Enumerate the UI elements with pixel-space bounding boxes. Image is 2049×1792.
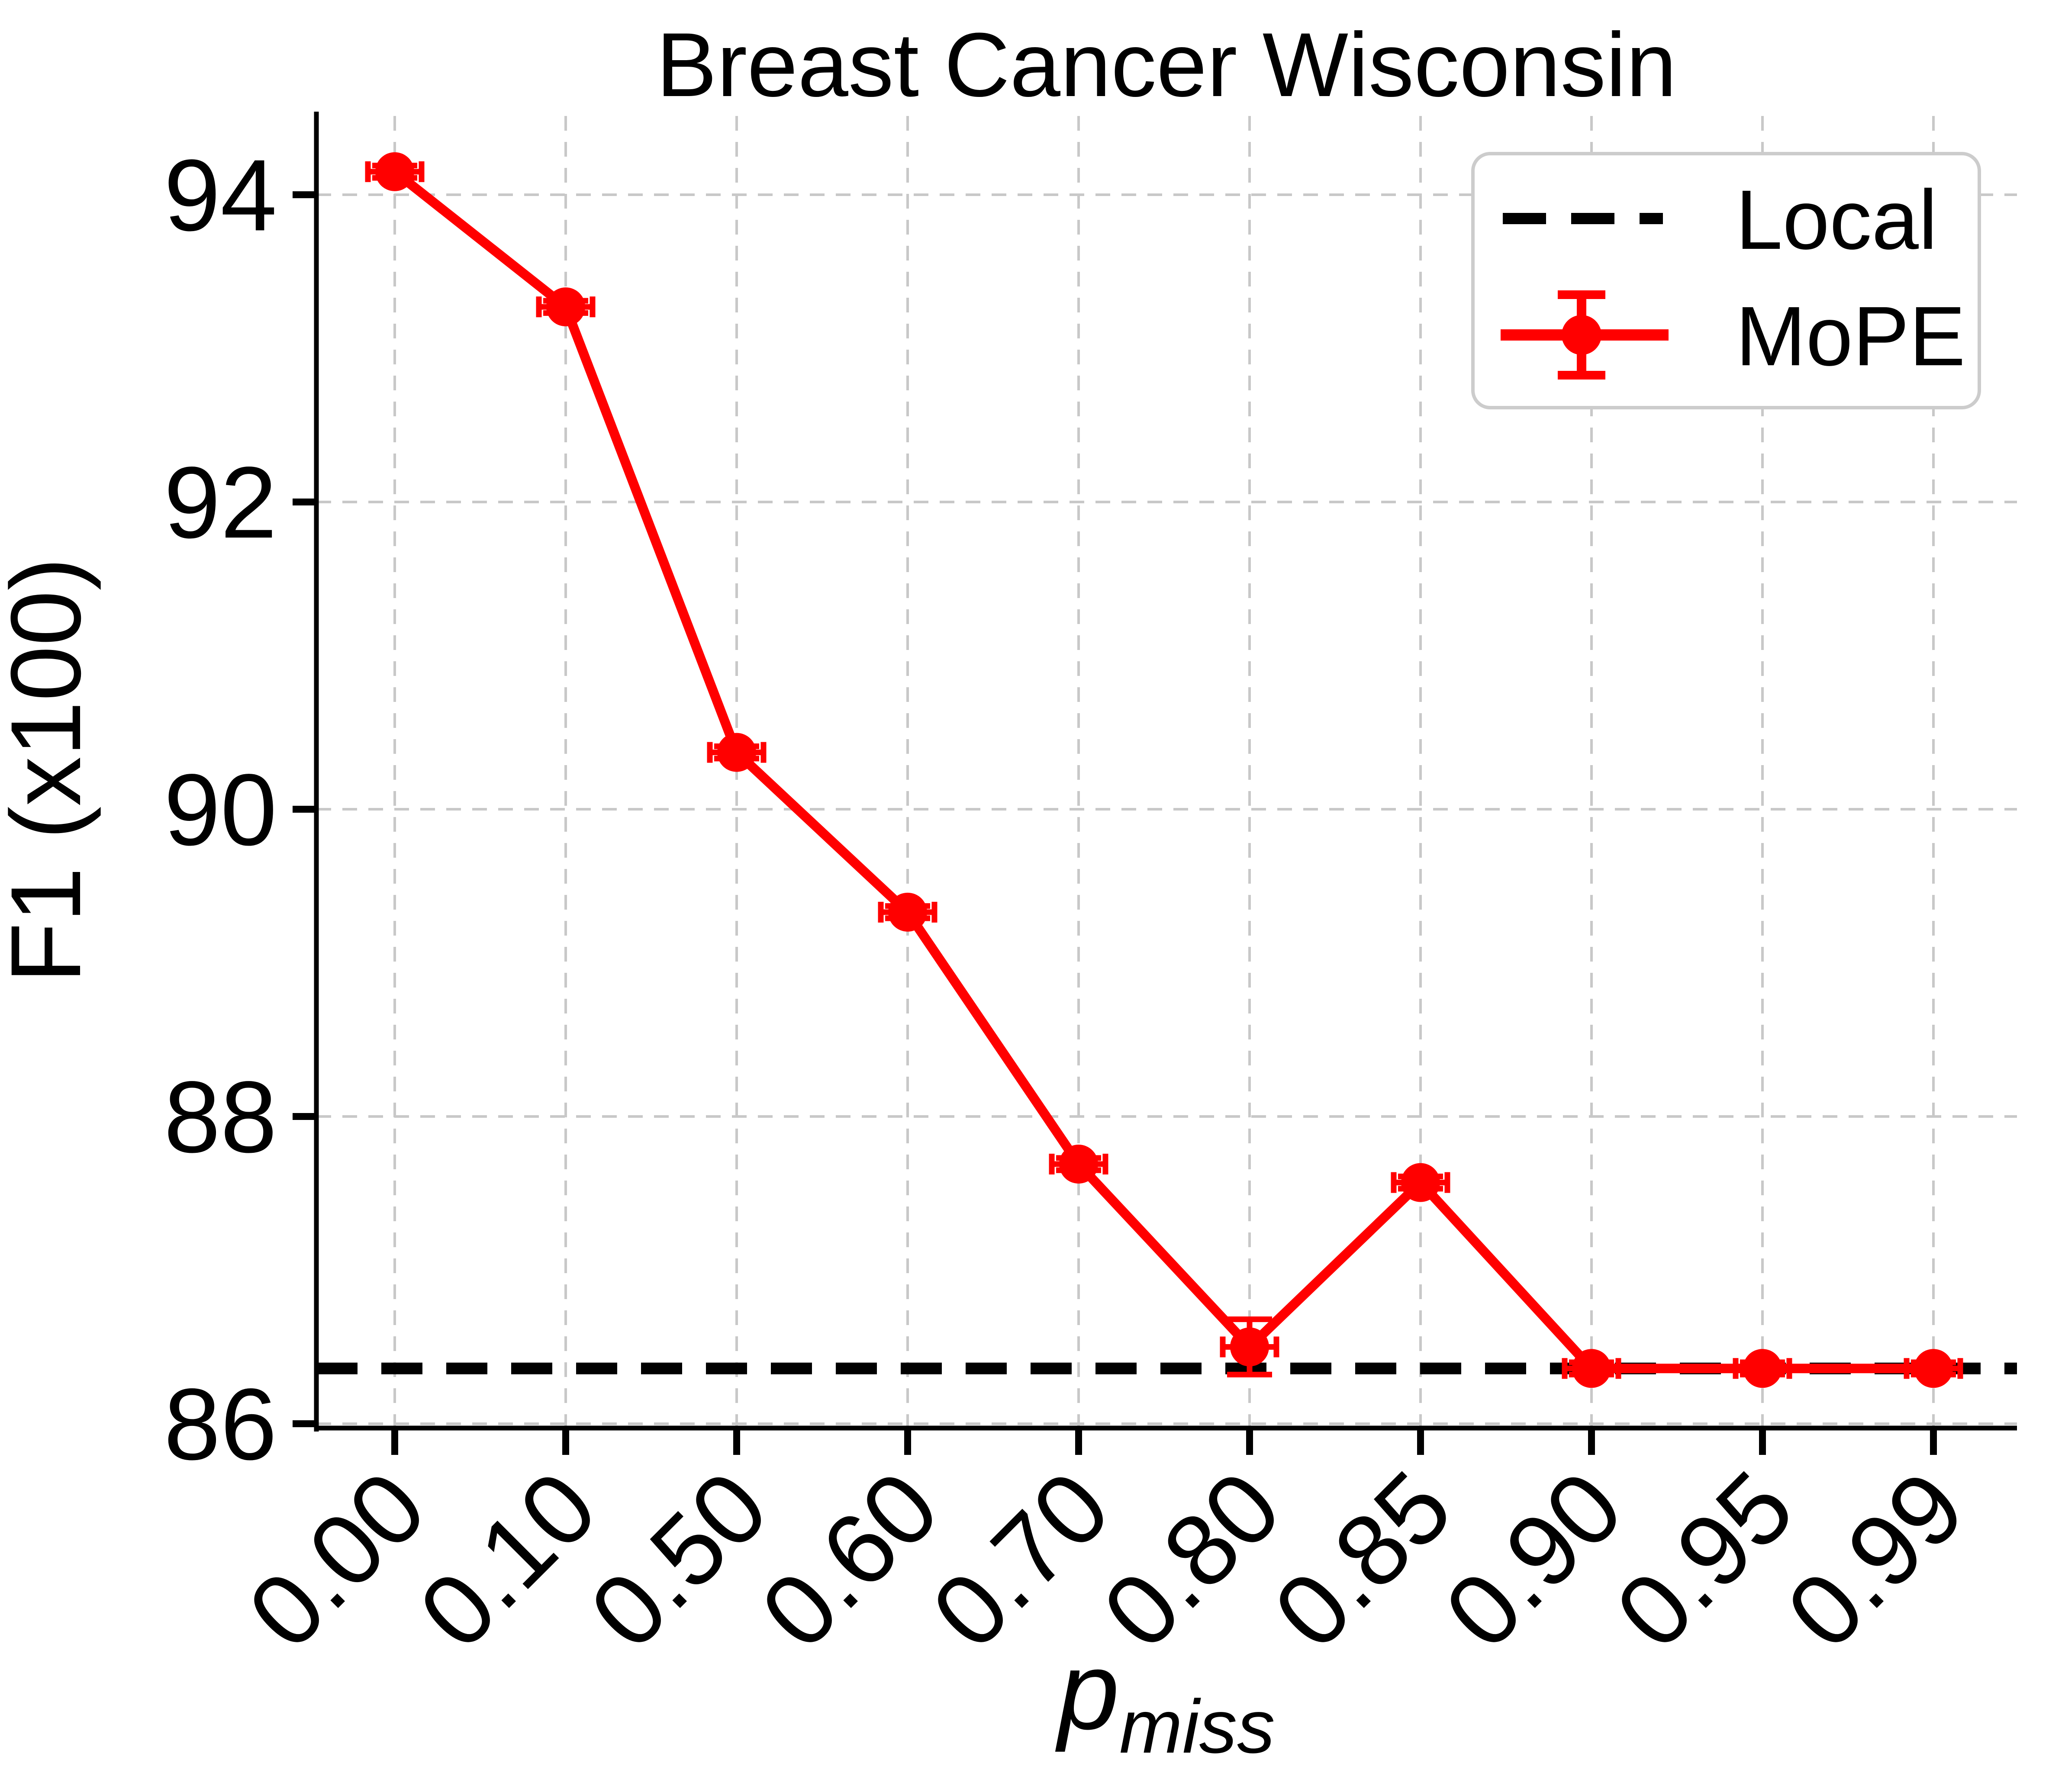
x-axis-label-subscript: miss	[1119, 1685, 1275, 1769]
y-axis-label: F1 (x100)	[0, 557, 101, 983]
gridlines	[316, 116, 2017, 1428]
x-tick-label: 0.95	[1594, 1449, 1814, 1670]
data-point-0.95	[1743, 1349, 1782, 1388]
y-tick-label: 88	[164, 1060, 277, 1174]
y-tick-label: 90	[164, 753, 277, 866]
x-tick-label: 0.99	[1765, 1449, 1985, 1670]
x-tick-label: 0.85	[1252, 1449, 1472, 1670]
x-axis-label: pmiss	[1055, 1629, 1275, 1769]
data-point-0.60	[888, 892, 927, 932]
axes-spines-ticks	[293, 112, 2017, 1455]
legend: Local MoPE	[1471, 152, 1981, 409]
data-point-0.80	[1230, 1327, 1269, 1367]
mope-line-series	[392, 168, 1933, 1374]
data-point-0.50	[717, 733, 756, 772]
x-axis-label-base: p	[1055, 1629, 1119, 1753]
legend-label-mope: MoPE	[1736, 289, 1965, 383]
data-point-0.70	[1059, 1145, 1098, 1184]
series-layer	[316, 152, 2017, 1388]
x-tick-label: 0.00	[226, 1449, 447, 1670]
chart-title: Breast Cancer Wisconsin	[656, 14, 1676, 116]
data-point-0.99	[1914, 1349, 1953, 1388]
data-point-0.90	[1572, 1349, 1611, 1388]
data-point-0.10	[546, 287, 585, 327]
data-point-0.85	[1401, 1163, 1440, 1202]
x-tick-label: 0.10	[397, 1449, 618, 1670]
data-point-0.00	[375, 152, 414, 191]
x-tick-label: 0.90	[1423, 1449, 1643, 1670]
legend-mope-marker	[1562, 315, 1601, 355]
legend-mope-errorbar-swatch	[1501, 290, 1669, 380]
y-tick-label: 86	[164, 1367, 277, 1481]
x-tick-label: 0.60	[739, 1449, 960, 1670]
x-tick-label: 0.50	[568, 1449, 789, 1670]
y-tick-label: 92	[164, 445, 277, 559]
y-tick-label: 94	[164, 138, 277, 252]
legend-label-local: Local	[1736, 173, 1937, 267]
